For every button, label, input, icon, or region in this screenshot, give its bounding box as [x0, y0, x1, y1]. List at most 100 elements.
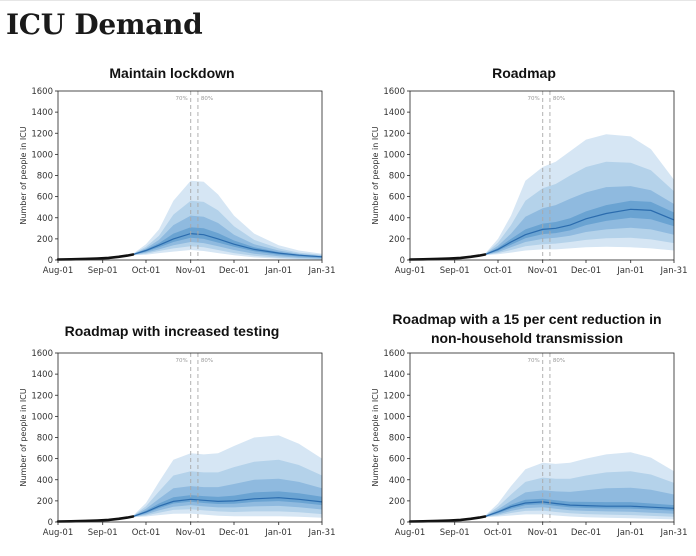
x-tick-label: Nov-01: [528, 528, 558, 538]
top-divider: [0, 0, 696, 1]
page-title: ICU Demand: [6, 8, 203, 41]
chart-svg: 70% 80% 0 200 400 600 800 1000 1200 1400 1600 Aug-0…: [371, 349, 688, 538]
chart-title: Roadmap: [492, 65, 556, 81]
y-tick-label: 200: [389, 235, 405, 245]
observed-line: [408, 253, 487, 261]
chart-title: Roadmap with increased testing: [64, 323, 280, 339]
y-tick-label: 800: [37, 172, 53, 182]
vline-label: 70%: [175, 96, 187, 102]
y-tick-label: 1400: [31, 370, 53, 380]
y-tick-label: 1200: [31, 129, 53, 139]
y-tick-label: 400: [389, 214, 405, 224]
observed-line: [408, 515, 487, 523]
x-tick-label: Dec-01: [571, 528, 601, 538]
y-tick-label: 1200: [31, 391, 53, 401]
y-tick-label: 1000: [383, 150, 405, 160]
y-tick-label: 0: [400, 518, 405, 528]
x-tick-label: Jan-31: [308, 528, 336, 538]
y-tick-label: 1400: [383, 370, 405, 380]
vline-label: 70%: [527, 96, 539, 102]
median-line: [132, 497, 323, 518]
vline-label: 70%: [527, 358, 539, 364]
y-tick-label: 600: [389, 455, 405, 465]
x-tick-label: Jan-01: [616, 266, 644, 276]
x-tick-label: Jan-01: [264, 266, 292, 276]
median-line: [484, 208, 675, 256]
median-line: [484, 501, 675, 518]
y-axis-label: Number of people in ICU: [19, 388, 28, 486]
y-tick-label: 1200: [383, 391, 405, 401]
x-tick-label: Dec-01: [571, 266, 601, 276]
chart-title: Maintain lockdown: [109, 65, 235, 81]
y-tick-label: 1000: [31, 412, 53, 422]
vline-label: 80%: [201, 96, 213, 102]
vline-label: 70%: [175, 358, 187, 364]
y-tick-label: 600: [389, 193, 405, 203]
chart-svg: 70% 80% 0 200 400 600 800 1000 1200 1400 1600 Aug-0…: [19, 87, 336, 276]
vline-label: 80%: [201, 358, 213, 364]
y-axis-label: Number of people in ICU: [19, 126, 28, 224]
y-tick-label: 1400: [383, 108, 405, 118]
y-tick-label: 0: [48, 518, 53, 528]
median-line: [132, 232, 323, 258]
chart-panel-maintain-lockdown: Maintain lockdown 70% 80% 0 200 400 600 800 100…: [0, 62, 344, 294]
chart-panel-roadmap: Roadmap 70% 80% 0 200 400 600 800 1000 1200 1400 1…: [352, 62, 696, 294]
y-tick-label: 1200: [383, 129, 405, 139]
y-tick-label: 800: [389, 434, 405, 444]
y-tick-label: 600: [37, 455, 53, 465]
x-tick-label: Dec-01: [219, 266, 249, 276]
chart-panel-roadmap-15pc-reduction: Roadmap with a 15 per cent reduction in …: [352, 311, 696, 556]
y-tick-label: 1600: [383, 349, 405, 359]
chart-panel-roadmap-increased-testing: Roadmap with increased testing 70% 80% 0 20…: [0, 323, 344, 556]
x-tick-label: Oct-01: [484, 528, 513, 538]
observed-line: [56, 253, 135, 261]
x-tick-label: Sep-01: [440, 528, 470, 538]
y-tick-label: 0: [400, 256, 405, 266]
uncertainty-band-3: [133, 215, 322, 259]
y-tick-label: 400: [37, 214, 53, 224]
uncertainty-band-4: [485, 200, 674, 255]
y-axis-label: Number of people in ICU: [371, 126, 380, 224]
chart-svg: 70% 80% 0 200 400 600 800 1000 1200 1400 1600 Aug-0…: [19, 349, 336, 538]
x-tick-label: Jan-31: [660, 266, 688, 276]
chart-svg: 70% 80% 0 200 400 600 800 1000 1200 1400 1600 Aug-0…: [371, 87, 688, 276]
vline-label: 80%: [553, 358, 565, 364]
x-tick-label: Sep-01: [88, 266, 118, 276]
y-tick-label: 1600: [383, 87, 405, 97]
y-tick-label: 200: [389, 497, 405, 507]
uncertainty-band-4: [485, 498, 674, 517]
observed-line: [56, 515, 135, 523]
y-tick-label: 600: [37, 193, 53, 203]
x-tick-label: Aug-01: [395, 266, 425, 276]
y-tick-label: 1600: [31, 349, 53, 359]
y-tick-label: 800: [37, 434, 53, 444]
x-tick-label: Aug-01: [395, 528, 425, 538]
y-tick-label: 1400: [31, 108, 53, 118]
x-tick-label: Dec-01: [219, 528, 249, 538]
y-tick-label: 200: [37, 235, 53, 245]
x-tick-label: Nov-01: [176, 266, 206, 276]
y-tick-label: 200: [37, 497, 53, 507]
y-tick-label: 0: [48, 256, 53, 266]
x-tick-label: Sep-01: [88, 528, 118, 538]
y-tick-label: 1600: [31, 87, 53, 97]
y-tick-label: 400: [37, 476, 53, 486]
x-tick-label: Jan-31: [660, 528, 688, 538]
x-tick-label: Aug-01: [43, 266, 73, 276]
x-tick-label: Jan-31: [308, 266, 336, 276]
x-tick-label: Jan-01: [616, 528, 644, 538]
x-tick-label: Nov-01: [176, 528, 206, 538]
x-tick-label: Nov-01: [528, 266, 558, 276]
y-tick-label: 1000: [383, 412, 405, 422]
y-tick-label: 1000: [31, 150, 53, 160]
x-tick-label: Oct-01: [484, 266, 513, 276]
x-tick-label: Oct-01: [132, 266, 161, 276]
y-tick-label: 400: [389, 476, 405, 486]
y-axis-label: Number of people in ICU: [371, 388, 380, 486]
y-tick-label: 800: [389, 172, 405, 182]
x-tick-label: Jan-01: [264, 528, 292, 538]
vline-label: 80%: [553, 96, 565, 102]
x-tick-label: Aug-01: [43, 528, 73, 538]
x-tick-label: Oct-01: [132, 528, 161, 538]
chart-title: Roadmap with a 15 per cent reduction in …: [392, 311, 662, 346]
